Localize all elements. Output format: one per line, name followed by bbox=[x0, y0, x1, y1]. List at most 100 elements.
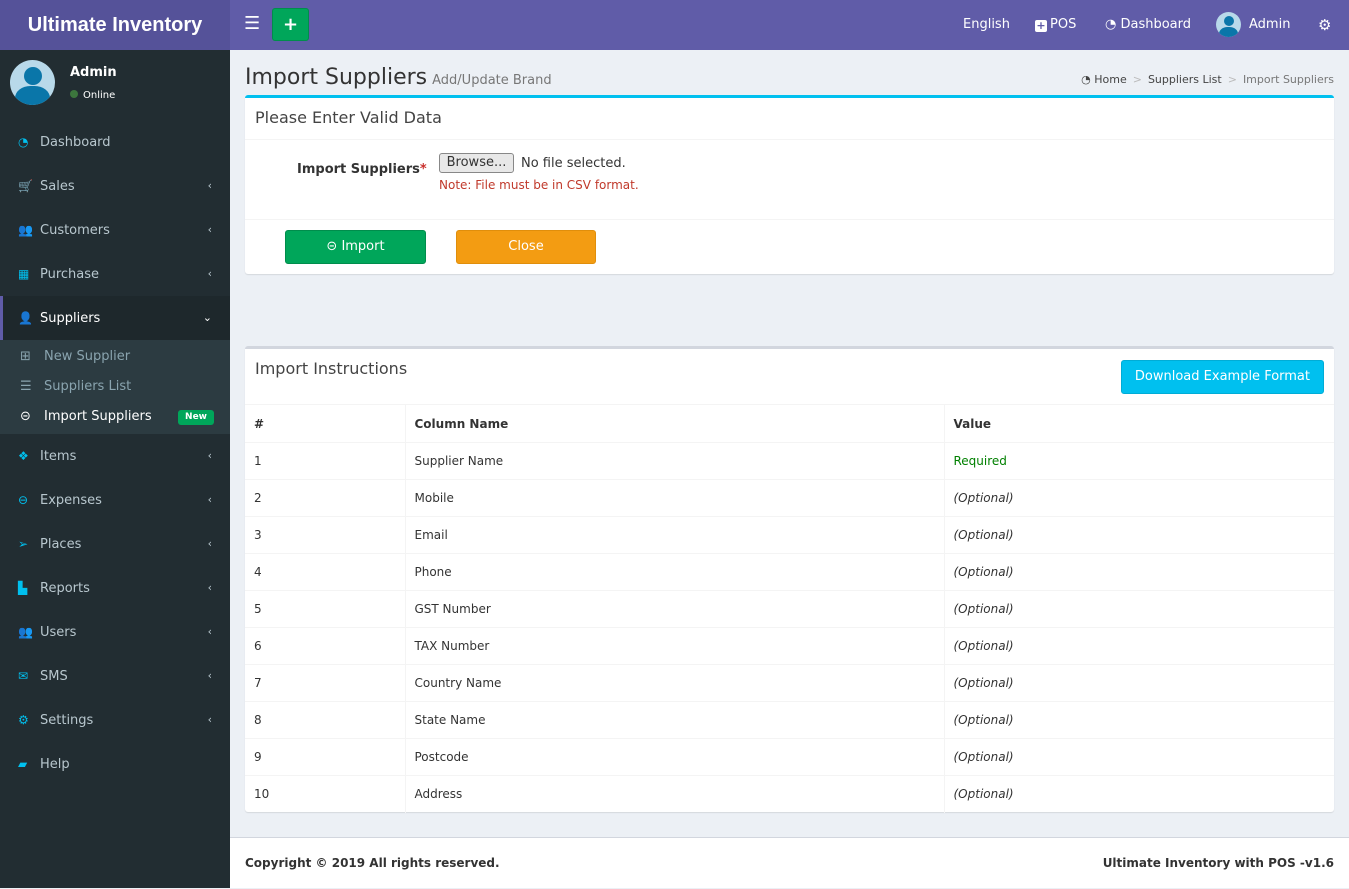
column-name: Postcode bbox=[404, 738, 944, 776]
chevron-down-icon: ⌄ bbox=[202, 311, 212, 324]
sidebar-item-label: Reports bbox=[40, 581, 90, 596]
footer: Copyright © 2019 All rights reserved. Ul… bbox=[230, 837, 1349, 888]
page-title-text: Import Suppliers bbox=[245, 65, 428, 90]
import-button[interactable]: ⊝ Import bbox=[285, 230, 426, 264]
table-row: 4 Phone (Optional) bbox=[245, 553, 1334, 591]
user-name: Admin bbox=[1249, 17, 1291, 32]
instructions-table: # Column Name Value 1 Supplier Name Requir… bbox=[245, 404, 1334, 813]
row-number: 5 bbox=[245, 590, 405, 628]
sidebar-item-users[interactable]: 👥 Users ‹ bbox=[0, 610, 230, 654]
dashboard-icon: ◔ bbox=[18, 135, 29, 149]
value-requirement: (Optional) bbox=[943, 664, 1334, 702]
sidebar-item-expenses[interactable]: ⊖ Expenses ‹ bbox=[0, 478, 230, 522]
table-row: 3 Email (Optional) bbox=[245, 516, 1334, 554]
dashboard-link[interactable]: ◔ Dashboard bbox=[1105, 0, 1191, 50]
top-navbar: ☰ + English + POS ◔ Dashboard Admin ⚙ bbox=[230, 0, 1349, 50]
book-icon: ▰ bbox=[18, 757, 28, 771]
chevron-left-icon: ‹ bbox=[207, 625, 212, 638]
instructions-title: Import Instructions bbox=[255, 359, 408, 378]
chevron-left-icon: ‹ bbox=[207, 713, 212, 726]
page-subtitle: Add/Update Brand bbox=[432, 73, 552, 88]
download-example-button[interactable]: Download Example Format bbox=[1120, 360, 1324, 394]
user-panel: Admin Online bbox=[0, 50, 230, 120]
sidebar-item-sms[interactable]: ✉ SMS ‹ bbox=[0, 654, 230, 698]
file-status: No file selected. bbox=[521, 156, 626, 171]
user-status: Online bbox=[70, 90, 115, 101]
app-logo[interactable]: Ultimate Inventory bbox=[0, 0, 230, 50]
value-requirement: (Optional) bbox=[943, 516, 1334, 554]
sidebar-item-label: Purchase bbox=[40, 267, 100, 282]
row-number: 8 bbox=[245, 701, 405, 739]
hamburger-menu-icon[interactable]: ☰ bbox=[244, 13, 261, 34]
csv-note: Note: File must be in CSV format. bbox=[439, 178, 639, 192]
value-requirement: Required bbox=[943, 442, 1334, 480]
value-requirement: (Optional) bbox=[943, 553, 1334, 591]
column-header: # bbox=[245, 404, 405, 443]
import-file-label: Import Suppliers* bbox=[297, 162, 427, 177]
table-row: 9 Postcode (Optional) bbox=[245, 738, 1334, 776]
table-row: 10 Address (Optional) bbox=[245, 775, 1334, 813]
sidebar-item-places[interactable]: ➢ Places ‹ bbox=[0, 522, 230, 566]
dashboard-icon: ◔ bbox=[1081, 73, 1095, 86]
column-header: Value bbox=[943, 404, 1334, 443]
cubes-icon: ❖ bbox=[18, 449, 29, 463]
sidebar-item-dashboard[interactable]: ◔ Dashboard bbox=[0, 120, 230, 164]
cart-icon: 🛒 bbox=[18, 179, 33, 193]
pos-link[interactable]: + POS bbox=[1035, 0, 1076, 50]
settings-cogs-icon[interactable]: ⚙ bbox=[1318, 16, 1332, 34]
sidebar-item-label: Sales bbox=[40, 179, 75, 194]
submenu-item-suppliers-list[interactable]: ☰ Suppliers List bbox=[0, 372, 230, 402]
avatar bbox=[10, 60, 55, 105]
row-number: 1 bbox=[245, 442, 405, 480]
column-header: Column Name bbox=[404, 404, 944, 443]
row-number: 6 bbox=[245, 627, 405, 665]
quick-add-button[interactable]: + bbox=[272, 8, 309, 41]
sidebar-item-label: Places bbox=[40, 537, 82, 552]
submenu-item-import-suppliers[interactable]: ⊝ Import Suppliers New bbox=[0, 402, 230, 432]
user-plus-icon: 👤 bbox=[18, 311, 33, 325]
sidebar-item-customers[interactable]: 👥 Customers ‹ bbox=[0, 208, 230, 252]
table-row: 5 GST Number (Optional) bbox=[245, 590, 1334, 628]
chevron-left-icon: ‹ bbox=[207, 449, 212, 462]
row-number: 2 bbox=[245, 479, 405, 517]
sidebar-item-label: Customers bbox=[40, 223, 110, 238]
column-name: TAX Number bbox=[404, 627, 944, 665]
value-requirement: (Optional) bbox=[943, 701, 1334, 739]
chevron-left-icon: ‹ bbox=[207, 537, 212, 550]
submenu-item-label: New Supplier bbox=[44, 349, 131, 364]
sidebar-item-suppliers[interactable]: 👤 Suppliers ⌄ bbox=[0, 296, 230, 340]
sidebar-item-label: Expenses bbox=[40, 493, 102, 508]
user-menu[interactable]: Admin bbox=[1216, 0, 1290, 50]
chevron-left-icon: ‹ bbox=[207, 179, 212, 192]
chevron-left-icon: ‹ bbox=[207, 223, 212, 236]
sidebar-item-label: SMS bbox=[40, 669, 68, 684]
column-name: Phone bbox=[404, 553, 944, 591]
language-selector[interactable]: English bbox=[963, 17, 1010, 32]
browse-button[interactable]: Browse... bbox=[439, 153, 514, 173]
table-row: 8 State Name (Optional) bbox=[245, 701, 1334, 739]
import-form-box: Please Enter Valid Data Import Suppliers… bbox=[245, 95, 1334, 274]
form-footer: ⊝ Import Close bbox=[245, 219, 1334, 264]
version-text: Ultimate Inventory with POS -v1.6 bbox=[1102, 856, 1334, 870]
sidebar-item-settings[interactable]: ⚙ Settings ‹ bbox=[0, 698, 230, 742]
chevron-left-icon: ‹ bbox=[207, 267, 212, 280]
avatar bbox=[1216, 12, 1241, 37]
breadcrumb-home[interactable]: Home bbox=[1094, 73, 1127, 86]
sidebar-item-reports[interactable]: ▙ Reports ‹ bbox=[0, 566, 230, 610]
users-icon: 👥 bbox=[18, 223, 33, 237]
breadcrumb-current: Import Suppliers bbox=[1242, 73, 1334, 86]
sidebar-item-sales[interactable]: 🛒 Sales ‹ bbox=[0, 164, 230, 208]
online-dot-icon bbox=[70, 90, 78, 98]
chevron-left-icon: ‹ bbox=[207, 669, 212, 682]
submenu-item-new-supplier[interactable]: ⊞ New Supplier bbox=[0, 342, 230, 372]
user-name: Admin bbox=[70, 65, 117, 80]
sidebar-item-purchase[interactable]: ▦ Purchase ‹ bbox=[0, 252, 230, 296]
sidebar-item-help[interactable]: ▰ Help bbox=[0, 742, 230, 786]
breadcrumb-suppliers-list[interactable]: Suppliers List bbox=[1147, 73, 1222, 86]
status-label: Online bbox=[83, 90, 116, 101]
sidebar-item-label: Users bbox=[40, 625, 77, 640]
close-button[interactable]: Close bbox=[456, 230, 596, 264]
import-instructions-box: Import Instructions Download Example For… bbox=[245, 346, 1334, 813]
sidebar-item-items[interactable]: ❖ Items ‹ bbox=[0, 434, 230, 478]
table-row: 6 TAX Number (Optional) bbox=[245, 627, 1334, 665]
